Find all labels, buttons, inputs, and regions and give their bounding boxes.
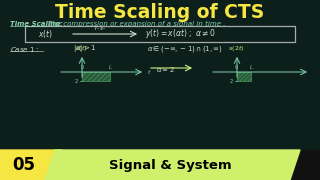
Bar (25, 26, 295, 42)
Text: $\alpha = 2$: $\alpha = 2$ (156, 65, 174, 74)
Text: $L$: $L$ (249, 63, 253, 71)
Text: Signal & System: Signal & System (109, 159, 231, 172)
Text: $x(t)$: $x(t)$ (38, 28, 53, 40)
Bar (237, 72, 251, 81)
Text: $x(2t)$: $x(2t)$ (228, 44, 244, 53)
Text: $0$: $0$ (79, 63, 84, 71)
Text: 05: 05 (12, 156, 36, 174)
Text: $0$: $0$ (235, 63, 239, 71)
Text: $|\alpha| > 1$: $|\alpha| > 1$ (73, 44, 97, 55)
Text: $2$: $2$ (74, 77, 79, 85)
Text: $2$: $2$ (229, 77, 234, 85)
Polygon shape (0, 150, 62, 180)
Text: $L$: $L$ (108, 63, 112, 71)
Polygon shape (0, 150, 320, 180)
Text: $Case\ 1:$: $Case\ 1:$ (10, 44, 39, 53)
Text: Time Scaling of CTS: Time Scaling of CTS (55, 3, 265, 22)
Text: $y(t) = x(\alpha t)\ ;\ \alpha \neq 0$: $y(t) = x(\alpha t)\ ;\ \alpha \neq 0$ (145, 28, 216, 40)
Text: The compression or expansion of a signal in time .: The compression or expansion of a signal… (48, 21, 226, 27)
Polygon shape (45, 150, 300, 180)
Text: $x(t)$: $x(t)$ (75, 44, 87, 53)
Text: $\alpha \in (-\infty,-1) \cap (1,\infty)$: $\alpha \in (-\infty,-1) \cap (1,\infty)… (147, 44, 223, 54)
Bar (82, 72, 110, 81)
Text: $T$-$s$-: $T$-$s$- (93, 24, 107, 32)
Text: Time Scaling:: Time Scaling: (10, 21, 63, 27)
Text: $t$: $t$ (147, 68, 152, 76)
